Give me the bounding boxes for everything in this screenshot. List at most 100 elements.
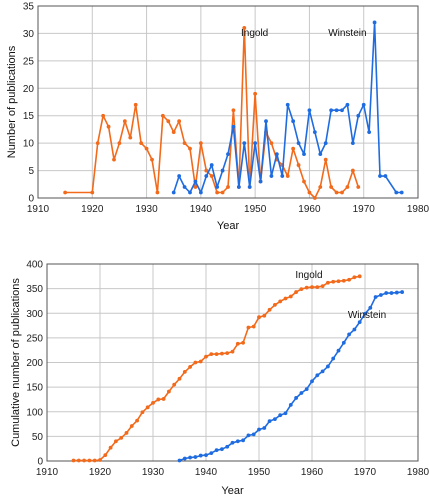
ingold-data-point: [90, 190, 95, 195]
ingold-data-point: [341, 278, 346, 283]
winstein-data-point: [340, 108, 344, 113]
ingold-data-point: [251, 324, 256, 329]
ingold-data-point: [98, 458, 102, 462]
winstein-data-point: [302, 152, 306, 157]
winstein-data-point: [296, 141, 301, 146]
winstein-data-point: [326, 364, 330, 369]
winstein-data-point: [379, 293, 383, 297]
winstein-data-point: [357, 320, 362, 325]
winstein-data-point: [193, 179, 198, 184]
ingold-data-point: [177, 119, 182, 124]
winstein-data-point: [345, 102, 350, 107]
winstein-data-point: [257, 427, 261, 432]
ingold-data-point: [129, 424, 134, 428]
winstein-data-point: [236, 185, 241, 189]
winstein-data-point: [299, 391, 304, 395]
ingold-data-point: [204, 168, 209, 173]
x-tick-label: 1960: [301, 467, 324, 478]
ingold-data-point: [350, 168, 355, 173]
y-tick-label: 20: [23, 84, 35, 95]
winstein-data-point: [258, 179, 263, 184]
x-axis-title: Year: [221, 485, 244, 497]
ingold-data-point: [124, 431, 129, 435]
y-tick-label: 250: [26, 333, 43, 344]
ingold-data-point: [326, 280, 330, 285]
ingold-data-point: [302, 179, 306, 184]
ingold-series-label: Ingold: [241, 28, 268, 39]
ingold-data-point: [242, 26, 247, 30]
winstein-data-point: [231, 124, 236, 129]
winstein-data-point: [247, 185, 252, 189]
ingold-data-point: [101, 113, 106, 118]
x-tick-label: 1950: [244, 204, 267, 215]
winstein-series-label: Winstein: [348, 310, 386, 321]
y-tick-label: 100: [26, 407, 43, 418]
winstein-series-line: [172, 21, 402, 194]
winstein-data-point: [310, 379, 314, 384]
ingold-data-point: [156, 397, 161, 402]
x-tick-label: 1950: [248, 467, 271, 478]
winstein-series-label: Winstein: [328, 28, 366, 39]
ingold-data-point: [307, 190, 312, 195]
winstein-data-point: [230, 440, 235, 445]
ingold-data-point: [318, 185, 323, 189]
winstein-data-point: [323, 141, 328, 146]
ingold-series-line: [65, 27, 360, 199]
winstein-data-point: [188, 190, 192, 195]
winstein-data-point: [291, 119, 296, 124]
winstein-data-point: [278, 413, 283, 418]
ingold-data-point: [95, 141, 100, 146]
ingold-data-point: [304, 285, 309, 290]
winstein-data-point: [220, 168, 225, 173]
winstein-data-point: [242, 141, 247, 146]
ingold-data-point: [172, 382, 177, 387]
winstein-data-point: [350, 141, 355, 146]
winstein-data-point: [394, 290, 399, 295]
winstein-data-point: [331, 356, 336, 361]
ingold-data-point: [160, 113, 165, 118]
x-tick-label: 1960: [298, 204, 321, 215]
ingold-data-point: [235, 341, 240, 346]
ingold-data-point: [291, 146, 296, 151]
winstein-data-point: [253, 141, 258, 146]
x-tick-label: 1930: [142, 467, 165, 478]
ingold-data-point: [198, 359, 203, 364]
ingold-data-point: [241, 340, 246, 345]
winstein-data-point: [214, 448, 219, 453]
ingold-data-point: [140, 410, 145, 415]
ingold-data-point: [356, 185, 361, 189]
ingold-data-point: [230, 349, 235, 354]
chart-2: 1910 1920 1930 1940 1950 1960 1970 1980 0 50 100 15…: [10, 260, 429, 498]
winstein-data-point: [383, 174, 388, 178]
ingold-data-point: [133, 102, 138, 107]
winstein-data-point: [226, 152, 230, 157]
ingold-data-point: [340, 190, 344, 195]
x-tick-label: 1920: [81, 204, 104, 215]
winstein-data-point: [198, 453, 203, 458]
winstein-data-point: [320, 369, 325, 374]
ingold-data-point: [128, 135, 133, 140]
ingold-data-point: [331, 279, 336, 284]
ingold-data-point: [166, 119, 171, 124]
x-tick-label: 1940: [190, 204, 213, 215]
ingold-data-point: [323, 157, 328, 162]
ingold-data-point: [269, 141, 274, 146]
winstein-data-point: [341, 340, 346, 345]
ingold-data-point: [161, 397, 166, 401]
ingold-data-point: [144, 146, 149, 151]
winstein-data-point: [171, 190, 176, 195]
winstein-data-point: [363, 311, 367, 316]
ingold-data-point: [357, 274, 362, 279]
winstein-data-point: [384, 291, 389, 295]
winstein-data-point: [285, 102, 290, 107]
ingold-data-point: [112, 157, 116, 162]
winstein-data-point: [294, 396, 298, 400]
x-tick-label: 1910: [36, 467, 59, 478]
winstein-data-point: [352, 327, 357, 332]
winstein-data-point: [188, 455, 193, 460]
winstein-data-point: [269, 174, 274, 178]
winstein-data-point: [241, 438, 246, 443]
ingold-data-point: [204, 354, 208, 359]
x-tick-label: 1910: [27, 204, 50, 215]
ingold-data-point: [278, 299, 283, 304]
